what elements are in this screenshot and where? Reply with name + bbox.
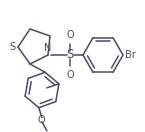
Text: Br: Br: [125, 50, 136, 60]
Text: O: O: [66, 30, 74, 40]
Text: S: S: [66, 48, 74, 62]
Text: O: O: [66, 70, 74, 80]
Text: N: N: [44, 43, 52, 53]
Text: O: O: [37, 115, 45, 125]
Text: S: S: [10, 42, 16, 52]
